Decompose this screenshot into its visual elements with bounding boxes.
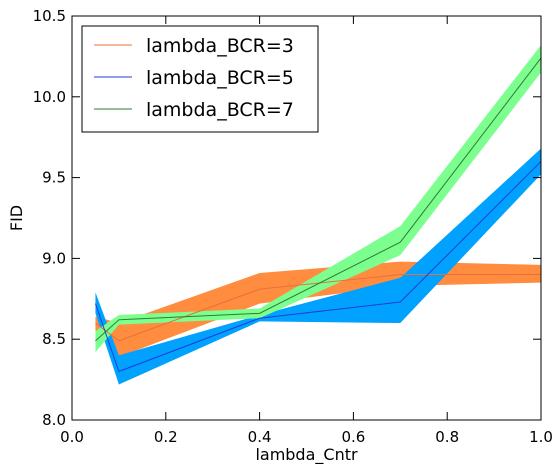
legend-label-1: lambda_BCR=3 (146, 35, 294, 57)
x-tick-label: 0.4 (248, 428, 272, 446)
x-axis-ticks: 0.0 0.2 0.4 0.6 0.8 1.0 (60, 16, 553, 446)
y-tick-label: 9.5 (42, 169, 66, 187)
y-axis-title: FID (7, 205, 26, 231)
series-lines (94, 57, 542, 373)
x-tick-label: 0.0 (60, 428, 84, 446)
series-line-1 (95, 274, 541, 342)
series-line-3 (95, 57, 542, 342)
y-tick-label: 8.0 (42, 411, 66, 429)
y-tick-label: 10.0 (33, 88, 66, 106)
y-tick-label: 9.0 (42, 249, 66, 267)
series-line-2 (94, 161, 542, 373)
confidence-band-series-2 (95, 148, 541, 385)
confidence-bands (95, 45, 541, 385)
legend: lambda_BCR=3 lambda_BCR=5 lambda_BCR=7 (81, 25, 319, 133)
y-axis-ticks: 8.0 8.5 9.0 9.5 10.0 10.5 (33, 7, 541, 429)
x-tick-label: 0.2 (154, 428, 178, 446)
confidence-band-series-3 (95, 45, 541, 353)
x-tick-label: 0.6 (341, 428, 365, 446)
y-tick-label: 8.5 (42, 330, 66, 348)
legend-label-3: lambda_BCR=7 (146, 99, 294, 121)
y-tick-label: 10.5 (33, 7, 66, 25)
legend-box (81, 25, 319, 133)
x-tick-label: 0.8 (435, 428, 459, 446)
x-tick-label: 1.0 (529, 428, 553, 446)
plot-frame (71, 15, 542, 421)
legend-label-2: lambda_BCR=5 (146, 67, 294, 89)
x-axis-title: lambda_Cntr (255, 445, 358, 465)
